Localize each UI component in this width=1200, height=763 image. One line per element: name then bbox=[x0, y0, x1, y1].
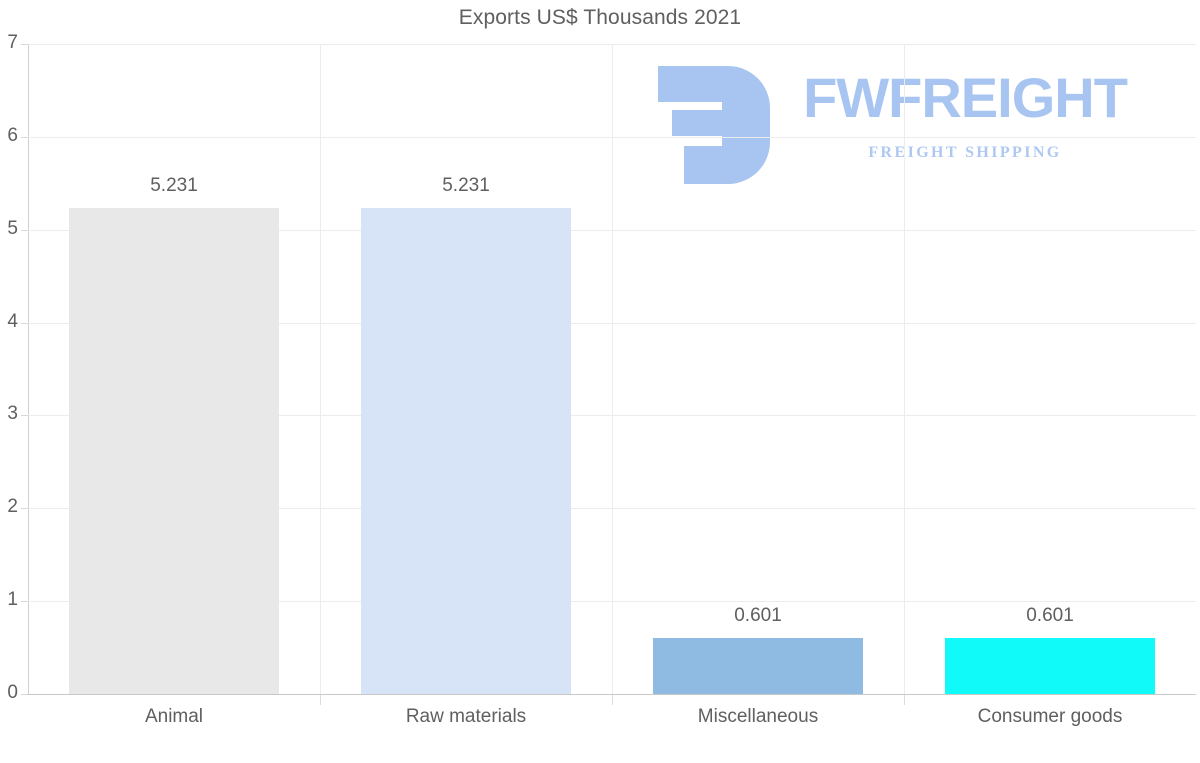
chart-title: Exports US$ Thousands 2021 bbox=[458, 6, 742, 29]
y-tick-mark bbox=[21, 323, 28, 324]
x-axis-line bbox=[28, 694, 1196, 695]
y-tick-mark bbox=[21, 508, 28, 509]
bar[interactable] bbox=[653, 638, 863, 694]
bar[interactable] bbox=[69, 208, 279, 694]
x-category-label: Animal bbox=[144, 706, 204, 727]
bar[interactable] bbox=[945, 638, 1155, 694]
category-separator bbox=[612, 44, 613, 694]
y-tick-mark bbox=[21, 415, 28, 416]
y-tick-label: 1 bbox=[7, 589, 18, 610]
category-separator bbox=[904, 44, 905, 694]
y-axis-line bbox=[28, 44, 29, 695]
bar-value-label: 5.231 bbox=[150, 175, 198, 196]
y-tick-label: 3 bbox=[7, 403, 18, 424]
y-tick-label: 0 bbox=[7, 682, 18, 703]
bar-value-label: 0.601 bbox=[1026, 605, 1074, 626]
plot-area bbox=[28, 44, 1196, 694]
bar[interactable] bbox=[361, 208, 571, 694]
y-tick-mark bbox=[21, 137, 28, 138]
bar-value-label: 0.601 bbox=[734, 605, 782, 626]
y-tick-label: 7 bbox=[7, 32, 18, 53]
y-tick-label: 6 bbox=[7, 125, 18, 146]
x-tick-mark bbox=[612, 695, 613, 705]
y-tick-label: 5 bbox=[7, 218, 18, 239]
y-tick-mark bbox=[21, 230, 28, 231]
x-category-label: Miscellaneous bbox=[697, 706, 819, 727]
y-tick-mark bbox=[21, 44, 28, 45]
x-category-label: Raw materials bbox=[405, 706, 527, 727]
y-tick-label: 2 bbox=[7, 496, 18, 517]
y-tick-label: 4 bbox=[7, 311, 18, 332]
x-tick-mark bbox=[320, 695, 321, 705]
x-tick-mark bbox=[904, 695, 905, 705]
y-tick-mark bbox=[21, 601, 28, 602]
category-separator bbox=[320, 44, 321, 694]
y-tick-mark bbox=[21, 694, 28, 695]
bar-value-label: 5.231 bbox=[442, 175, 490, 196]
x-category-label: Consumer goods bbox=[977, 706, 1123, 727]
